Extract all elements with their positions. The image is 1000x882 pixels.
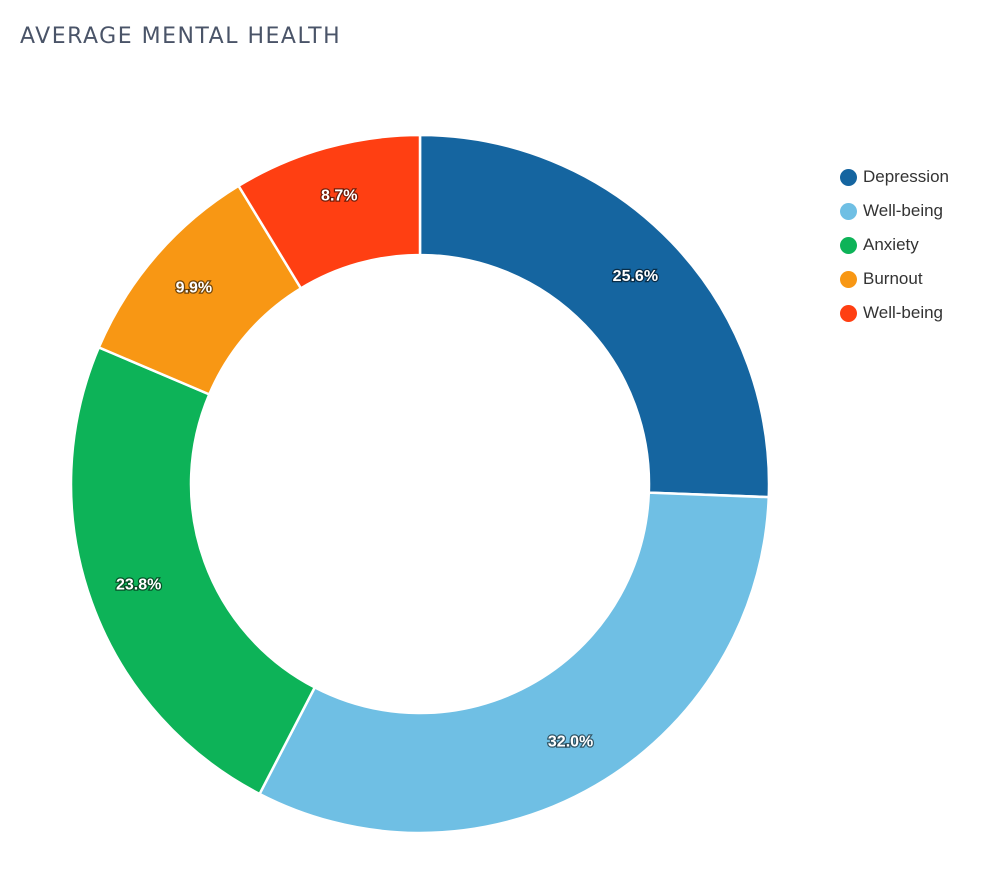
donut-slice-2[interactable] [69, 345, 317, 796]
legend-marker-icon [840, 304, 857, 322]
donut-slice-4[interactable] [236, 133, 422, 291]
legend-marker-icon [840, 168, 857, 186]
slice-label-0: 25.6% [613, 268, 658, 285]
donut-slice-1[interactable] [257, 491, 771, 835]
legend-marker-icon [840, 236, 857, 254]
legend-label: Burnout [863, 269, 923, 288]
slice-label-3: 9.9% [176, 280, 212, 297]
legend-label: Depression [863, 167, 949, 186]
legend-item-3[interactable]: Burnout [840, 262, 949, 296]
chart-title: AVERAGE MENTAL HEALTH [20, 24, 342, 49]
legend-item-1[interactable]: Well-being [840, 194, 949, 228]
chart-legend: Depression Well-being Anxiety Burnout Well-b… [840, 160, 949, 330]
slice-label-2: 23.8% [116, 577, 161, 594]
slice-label-1: 32.0% [548, 734, 593, 751]
slice-label-4: 8.7% [321, 187, 357, 204]
legend-item-0[interactable]: Depression [840, 160, 949, 194]
legend-item-2[interactable]: Anxiety [840, 228, 949, 262]
legend-label: Well-being [863, 303, 944, 322]
donut-slices [69, 133, 771, 835]
legend-label: Well-being [863, 201, 944, 220]
legend-marker-icon [840, 202, 857, 220]
donut-labels: 25.6% 32.0% 23.8% 9.9% 8.7% [115, 186, 660, 752]
donut-slice-0[interactable] [418, 133, 771, 499]
legend-label: Anxiety [863, 235, 919, 254]
legend-marker-icon [840, 270, 857, 288]
legend-item-4[interactable]: Well-being [840, 296, 949, 330]
